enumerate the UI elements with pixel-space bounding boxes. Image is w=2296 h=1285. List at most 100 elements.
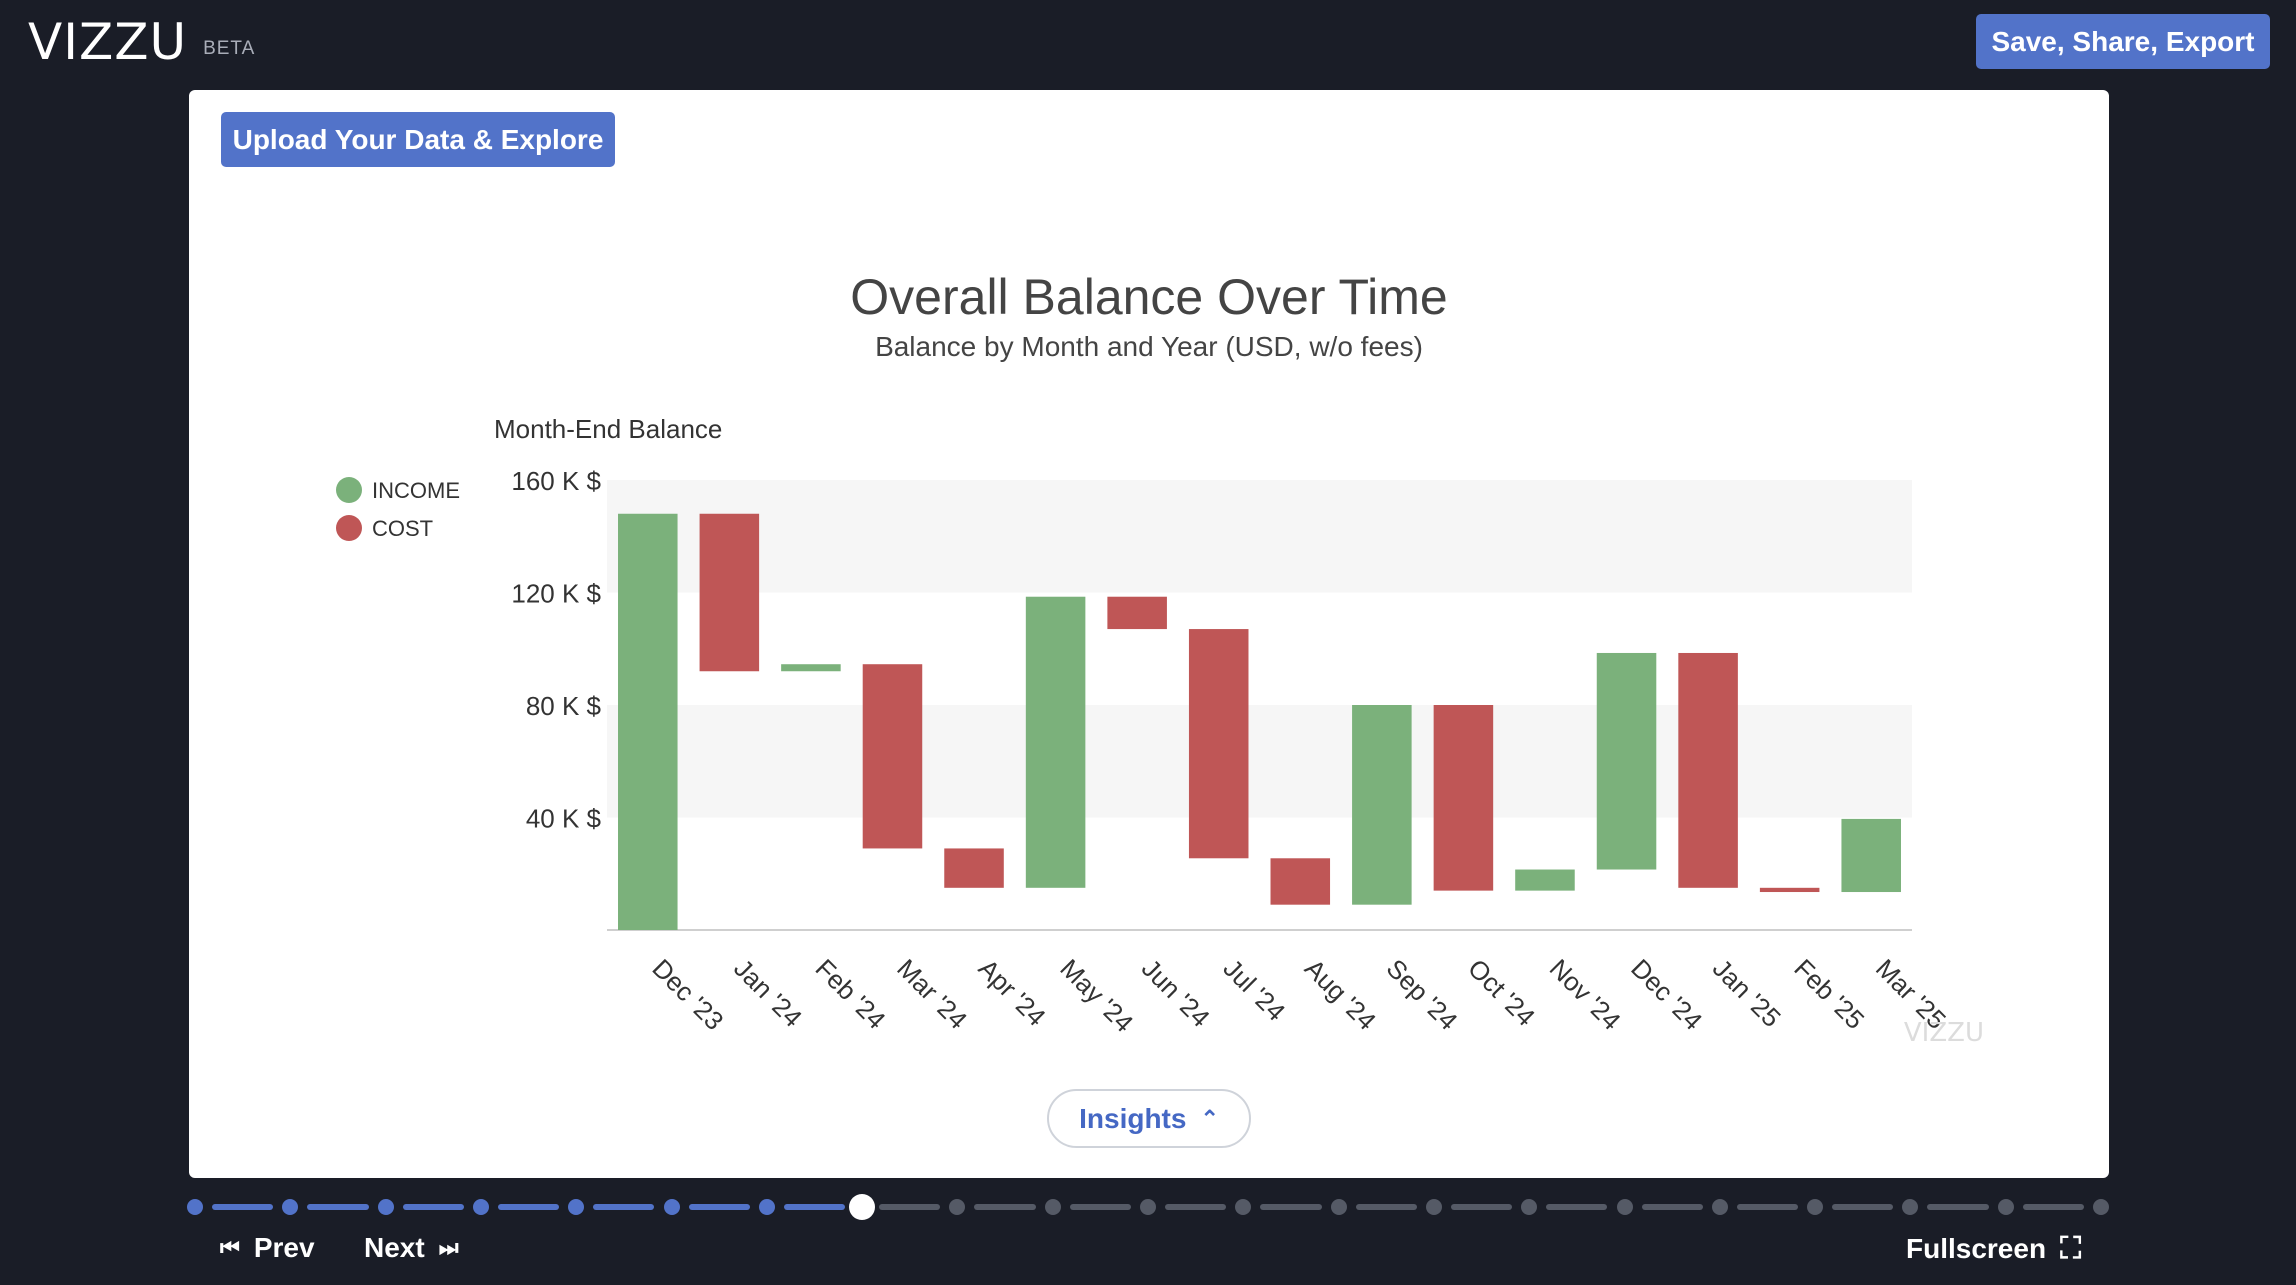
bar-income	[1352, 705, 1412, 905]
progress-step[interactable]	[663, 1199, 680, 1215]
chart-title: Overall Balance Over Time	[850, 269, 1447, 325]
progress-step[interactable]	[1521, 1199, 1538, 1215]
progress-segment	[1927, 1204, 1989, 1210]
insights-label: Insights	[1079, 1102, 1187, 1134]
progress-segment	[593, 1204, 655, 1210]
legend-marker	[336, 477, 362, 503]
bar-income	[781, 664, 841, 672]
progress-segment	[2022, 1204, 2084, 1210]
y-axis-label: Month-End Balance	[494, 414, 722, 444]
legend: INCOME COST	[336, 477, 460, 541]
waterfall-chart: Overall Balance Over Time Balance by Mon…	[336, 269, 1984, 1048]
progress-segment	[307, 1204, 369, 1210]
vizzu-logo: VIZZU BETA	[28, 14, 255, 70]
progress-step[interactable]	[2093, 1199, 2109, 1215]
progress-step[interactable]	[1140, 1199, 1156, 1215]
x-tick-label: Apr '24	[973, 953, 1052, 1032]
progress-step[interactable]	[1044, 1199, 1061, 1215]
progress-step[interactable]	[1997, 1199, 2014, 1215]
progress-segment	[1260, 1204, 1322, 1210]
progress-step[interactable]	[1425, 1199, 1442, 1215]
x-tick-label: Jan '25	[1707, 953, 1787, 1033]
progress-segment	[402, 1204, 464, 1210]
y-tick-label: 160 K $	[511, 466, 601, 496]
bar-cost	[1188, 629, 1249, 859]
x-tick-label: Feb '24	[810, 953, 892, 1035]
skip-back-icon: ⏮	[220, 1235, 240, 1260]
grid-band	[607, 480, 1912, 593]
x-tick-label: May '24	[1054, 953, 1139, 1038]
x-tick-label: Mar '24	[891, 953, 973, 1035]
skip-forward-icon: ⏭	[438, 1235, 459, 1260]
progress-segment	[1165, 1204, 1227, 1210]
x-tick-label: Dec '24	[1625, 953, 1708, 1036]
progress-segment	[212, 1204, 274, 1210]
x-tick-label: Nov '24	[1544, 953, 1627, 1036]
progress-step[interactable]	[282, 1199, 299, 1215]
chart-panel: Upload Your Data & Explore Overall Balan…	[189, 90, 2109, 1178]
prev-button[interactable]: ⏮ Prev	[220, 1232, 315, 1264]
bar-income	[1515, 869, 1575, 891]
progress-segment	[1069, 1204, 1131, 1210]
progress-segment	[1641, 1204, 1703, 1210]
logo-text: VIZZU	[28, 13, 188, 71]
expand-icon: ⛶	[2060, 1232, 2082, 1265]
progress-step[interactable]	[187, 1199, 203, 1215]
y-tick-label: 80 K $	[526, 691, 602, 721]
progress-segment	[879, 1204, 941, 1210]
bar-income	[618, 513, 678, 930]
bar-income	[1596, 652, 1657, 870]
progress-segment	[974, 1204, 1036, 1210]
bar-cost	[1678, 652, 1738, 888]
bar-cost	[1433, 705, 1494, 891]
x-tick-label: Sep '24	[1381, 953, 1464, 1036]
progress-step[interactable]	[568, 1199, 585, 1215]
bar-cost	[699, 513, 760, 672]
bar-cost	[862, 664, 923, 849]
save-share-export-button[interactable]: Save, Share, Export	[1976, 14, 2270, 69]
progress-segment	[1450, 1204, 1513, 1210]
beta-badge: BETA	[203, 38, 256, 59]
legend-marker	[336, 515, 362, 541]
progress-step[interactable]	[1616, 1199, 1633, 1215]
chevron-up-icon: ⌃	[1200, 1105, 1219, 1131]
progress-step[interactable]	[949, 1199, 966, 1215]
x-tick-label: Aug '24	[1299, 953, 1382, 1036]
progress-step[interactable]	[1330, 1199, 1347, 1215]
next-button[interactable]: Next ⏭	[364, 1232, 459, 1264]
vizzu-watermark: VIZZU	[1904, 1018, 1984, 1048]
progress-step[interactable]	[1807, 1199, 1824, 1215]
progress-segment	[1546, 1204, 1608, 1210]
progress-step[interactable]	[472, 1199, 489, 1215]
progress-segment	[783, 1204, 846, 1210]
progress-segment	[1355, 1204, 1417, 1210]
progress-segment	[1832, 1204, 1894, 1210]
chart-subtitle: Balance by Month and Year (USD, w/o fees…	[875, 331, 1423, 362]
progress-step[interactable]	[758, 1199, 775, 1215]
progress-current-step[interactable]	[849, 1194, 876, 1220]
bars	[618, 513, 1901, 930]
progress-step[interactable]	[1235, 1199, 1252, 1215]
bar-cost	[1270, 858, 1331, 905]
fullscreen-button[interactable]: Fullscreen ⛶	[1906, 1232, 2081, 1266]
next-label: Next	[364, 1232, 425, 1263]
bar-cost	[944, 848, 1004, 888]
progress-step[interactable]	[377, 1199, 394, 1215]
bar-income	[1841, 818, 1901, 893]
progress-step[interactable]	[1711, 1199, 1728, 1215]
legend-label: COST	[372, 516, 433, 541]
bar-cost	[1759, 887, 1820, 893]
insights-button[interactable]: Insights ⌃	[1047, 1089, 1251, 1148]
bar-cost	[1107, 596, 1167, 630]
bar-income	[1025, 596, 1086, 888]
x-tick-label: Jan '24	[728, 953, 808, 1033]
progress-segment	[497, 1204, 560, 1210]
x-tick-label: Oct '24	[1462, 953, 1541, 1032]
fullscreen-label: Fullscreen	[1906, 1233, 2047, 1264]
progress-step[interactable]	[1902, 1199, 1919, 1215]
x-tick-label: Feb '25	[1788, 953, 1870, 1035]
upload-data-button[interactable]: Upload Your Data & Explore	[221, 112, 615, 167]
x-tick-label: Jun '24	[1136, 953, 1216, 1033]
progress-segment	[1736, 1204, 1799, 1210]
